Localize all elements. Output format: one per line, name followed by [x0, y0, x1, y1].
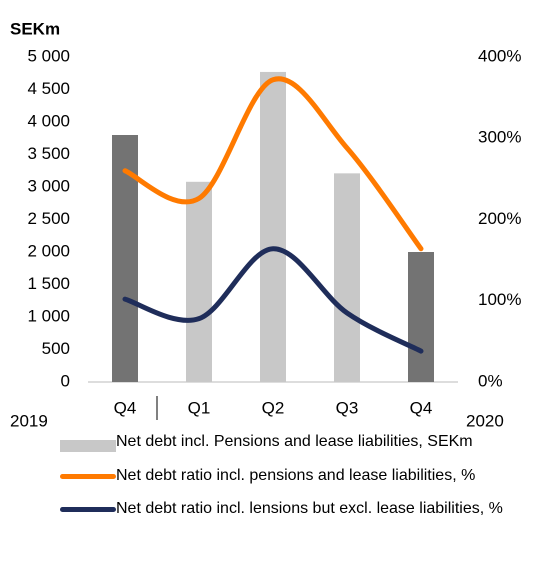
annotation: 2020	[466, 411, 504, 430]
axis-title: SEKm	[10, 19, 60, 38]
legend-swatch	[60, 440, 116, 452]
y-tick-label: 3 000	[27, 176, 70, 195]
x-tick-label: Q1	[188, 398, 211, 417]
legend-swatch	[60, 507, 116, 512]
y-tick-label: 4 500	[27, 79, 70, 98]
legend-label: Net debt incl. Pensions and lease liabil…	[116, 433, 473, 450]
x-tick-label: Q4	[114, 398, 137, 417]
y-tick-label: 4 000	[27, 111, 70, 130]
line	[122, 246, 424, 354]
y-tick-label: 1 000	[27, 306, 70, 325]
bar	[408, 252, 434, 382]
x-tick-label: Q4	[410, 398, 433, 417]
annotation: 2019	[10, 411, 48, 430]
y-tick-label: 5 000	[27, 46, 70, 65]
line	[122, 76, 424, 252]
y-tick-label: 3 500	[27, 144, 70, 163]
bar	[186, 181, 212, 382]
y2-tick-label: 400%	[478, 46, 521, 65]
legend: Net debt incl. Pensions and lease liabil…	[60, 432, 530, 532]
y2-tick-label: 200%	[478, 209, 521, 228]
y2-tick-label: 300%	[478, 128, 521, 147]
x-tick-label: Q2	[262, 398, 285, 417]
legend-label: Net debt ratio incl. pensions and lease …	[116, 467, 476, 484]
legend-item: Net debt incl. Pensions and lease liabil…	[60, 432, 530, 452]
y2-tick-label: 0%	[478, 371, 503, 390]
x-tick-label: Q3	[336, 398, 359, 417]
legend-label: Net debt ratio incl. lensions but excl. …	[116, 500, 503, 517]
y-tick-label: 500	[42, 339, 70, 358]
y2-tick-label: 100%	[478, 290, 521, 309]
legend-item: Net debt ratio incl. lensions but excl. …	[60, 499, 530, 518]
y-tick-label: 2 500	[27, 209, 70, 228]
y-tick-label: 2 000	[27, 241, 70, 260]
y-tick-label: 1 500	[27, 274, 70, 293]
legend-item: Net debt ratio incl. pensions and lease …	[60, 466, 530, 485]
bar	[334, 173, 360, 382]
legend-swatch	[60, 474, 116, 479]
y-tick-label: 0	[61, 371, 70, 390]
chart: SEKm 2019 2020 0 500 1 000 1 500 2 000 2 500 3…	[10, 19, 521, 430]
bar	[260, 71, 286, 382]
